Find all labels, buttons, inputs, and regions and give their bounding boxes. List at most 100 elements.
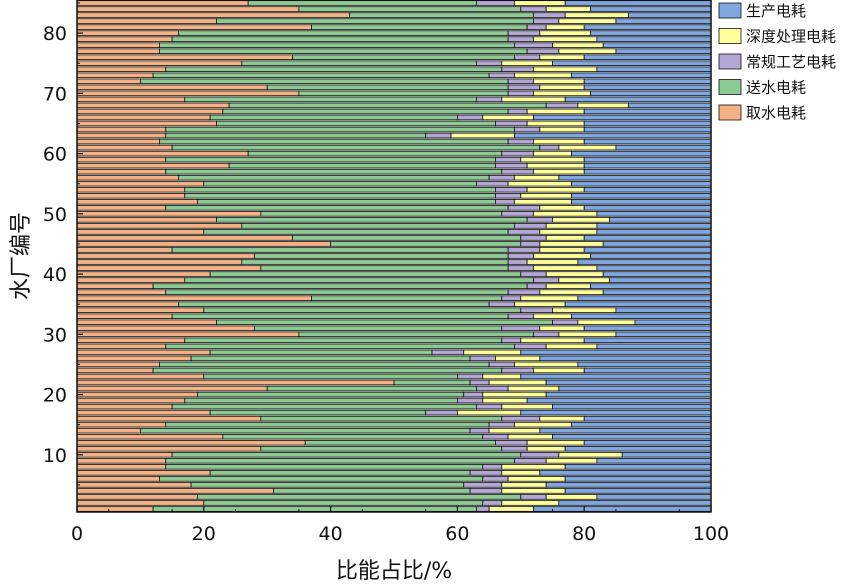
bar-segment: [76, 415, 262, 422]
bar-segment: [514, 126, 541, 133]
bar-segment: [583, 415, 712, 422]
bar-segment: [247, 0, 477, 6]
bar-segment: [76, 482, 192, 488]
bar-segment: [520, 271, 547, 277]
bar-segment: [203, 229, 509, 235]
bar-segment: [76, 367, 154, 374]
bar-segment: [76, 421, 167, 428]
bar-segment: [469, 379, 490, 386]
bar-segment: [76, 500, 205, 506]
bar-segment: [583, 367, 712, 374]
bar-row-41: [76, 265, 712, 271]
bar-row-24: [76, 367, 712, 374]
bar-segment: [552, 307, 617, 313]
bar-segment: [514, 72, 572, 79]
bar-segment: [241, 60, 477, 67]
bar-segment: [209, 470, 471, 476]
bar-segment: [507, 289, 541, 295]
plot-frame: [76, 0, 712, 513]
bar-segment: [76, 114, 211, 121]
bar-segment: [482, 433, 509, 440]
y-axis: 10 20 30 40 50 60 70 80: [43, 2, 83, 486]
bar-segment: [184, 186, 496, 193]
bar-row-43: [76, 253, 712, 259]
bar-segment: [76, 464, 167, 470]
bar-row-58: [76, 162, 712, 169]
bar-segment: [209, 271, 522, 277]
bar-segment: [583, 186, 712, 193]
bar-segment: [76, 96, 186, 103]
bar-segment: [260, 415, 503, 422]
bar-row-77: [76, 48, 712, 54]
bar-segment: [203, 373, 458, 380]
bar-segment: [526, 48, 560, 54]
bar-segment: [596, 211, 712, 217]
bar-segment: [76, 241, 332, 247]
bar-segment: [139, 78, 509, 85]
bar-row-55: [76, 180, 712, 187]
bar-segment: [507, 313, 534, 319]
bar-segment: [216, 18, 534, 24]
bar-segment: [615, 331, 712, 338]
bar-segment: [533, 253, 591, 259]
bar-segment: [463, 349, 522, 356]
bar-segment: [311, 295, 503, 301]
bar-segment: [76, 379, 395, 386]
bar-segment: [533, 265, 598, 271]
bar-segment: [178, 174, 490, 181]
bar-segment: [76, 325, 255, 332]
bar-segment: [76, 355, 192, 362]
bar-segment: [520, 494, 547, 500]
bar-segment: [197, 199, 496, 205]
bar-segment: [533, 331, 560, 338]
bar-segment: [159, 48, 528, 54]
bar-segment: [209, 349, 433, 356]
bar-segment: [552, 433, 712, 440]
bar-segment: [514, 421, 572, 428]
bar-segment: [602, 241, 712, 247]
bar-segment: [476, 96, 503, 103]
bar-segment: [76, 361, 160, 368]
bar-segment: [469, 427, 490, 434]
bar-segment: [583, 78, 712, 85]
bar-segment: [583, 168, 712, 175]
bar-segment: [184, 397, 458, 404]
bar-segment: [533, 114, 712, 121]
bar-row-79: [76, 36, 712, 42]
bar-row-76: [76, 54, 712, 60]
bar-segment: [558, 48, 617, 54]
bar-segment: [76, 343, 167, 350]
bar-segment: [482, 476, 509, 482]
bar-segment: [577, 259, 712, 265]
bar-row-16: [76, 415, 712, 422]
bar-segment: [159, 476, 484, 482]
bar-segment: [520, 409, 712, 416]
legend-swatch: [718, 79, 742, 95]
bar-segment: [514, 458, 547, 464]
bar-segment: [476, 180, 509, 187]
bar-segment: [583, 24, 712, 30]
bar-segment: [171, 247, 509, 253]
bar-segment: [514, 199, 572, 205]
bar-segment: [76, 439, 306, 446]
bar-segment: [159, 42, 515, 48]
bar-segment: [254, 325, 503, 332]
bar-row-71: [76, 84, 712, 91]
bar-segment: [495, 439, 528, 446]
bar-segment: [76, 108, 224, 115]
bar-segment: [545, 102, 579, 109]
bar-segment: [76, 12, 351, 18]
bar-segment: [76, 433, 224, 440]
bar-segment: [76, 331, 300, 338]
bar-segment: [501, 488, 566, 494]
bar-segment: [76, 445, 262, 452]
bar-segment: [203, 307, 522, 313]
bar-segment: [583, 54, 712, 60]
bar-segment: [76, 283, 154, 289]
bar-row-54: [76, 186, 712, 193]
y-tick-label: 10: [43, 445, 67, 467]
bar-row-3: [76, 494, 712, 500]
bar-segment: [577, 361, 712, 368]
bar-segment: [190, 355, 471, 362]
bar-row-5: [76, 482, 712, 488]
